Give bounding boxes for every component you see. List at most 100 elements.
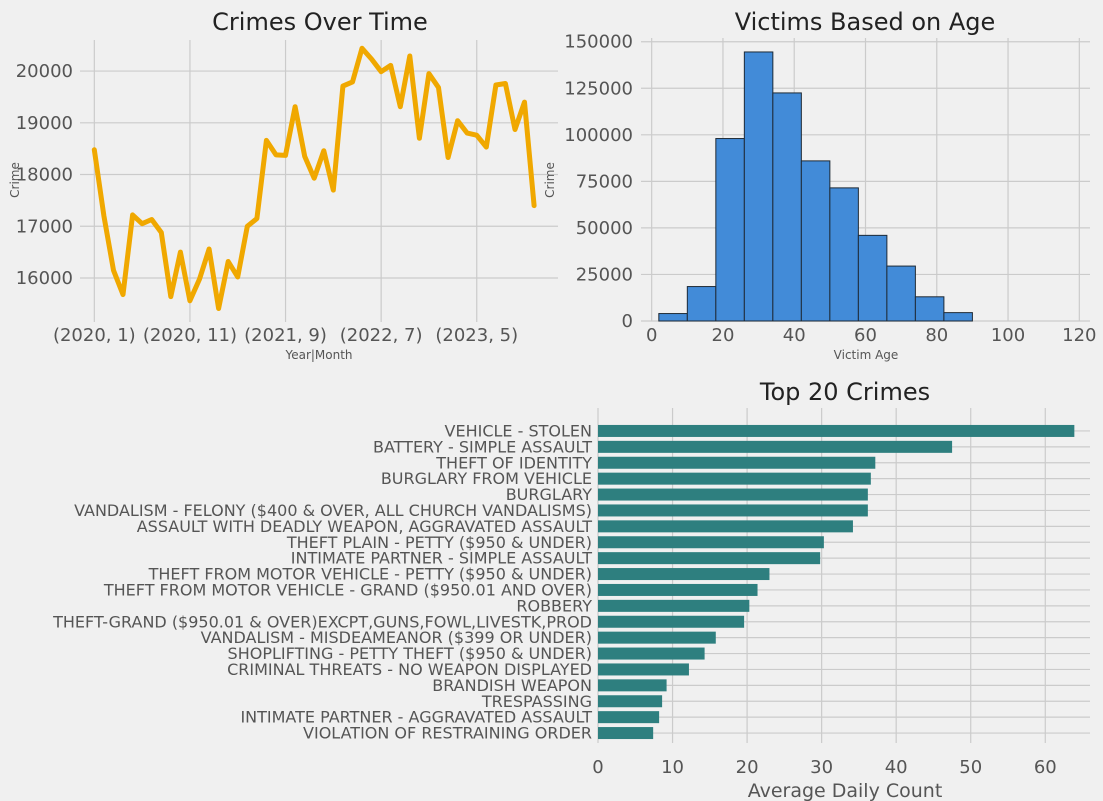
hbar-chart-x-tick: 40	[885, 757, 908, 778]
line-chart-y-tick: 16000	[16, 268, 73, 289]
histogram-x-tick: 60	[854, 325, 877, 346]
histogram-bar	[772, 92, 802, 322]
hbar-chart-bar	[598, 727, 654, 740]
histogram-x-ticks: 0 20 40 60 80 100 120	[646, 325, 1097, 346]
hbar-chart-bar	[598, 552, 821, 565]
line-chart-y-tick: 18000	[16, 165, 73, 186]
histogram-x-tick: 0	[646, 325, 657, 346]
line-chart-x-tick: (2022, 7)	[340, 325, 423, 346]
hbar-chart-x-ticks: 0 10 20 30 40 50 60	[592, 757, 1056, 778]
histogram-x-tick: 100	[991, 325, 1025, 346]
hbar-chart-bar	[598, 504, 868, 517]
histogram-y-label: Crime	[543, 162, 557, 198]
line-chart-grid	[80, 40, 558, 322]
hbar-chart-x-tick: 0	[592, 757, 603, 778]
hbar-chart-category-label: BURGLARY	[506, 485, 593, 504]
histogram-bar	[857, 234, 888, 322]
hbar-chart-bar	[598, 695, 663, 708]
histogram-title: Victims Based on Age	[735, 8, 996, 36]
histogram-bars	[658, 51, 973, 322]
hbar-chart-category-label: THEFT FROM MOTOR VEHICLE - PETTY ($950 &…	[148, 565, 592, 584]
histogram-y-ticks: 0 25000 50000 75000 100000 125000 150000	[564, 32, 633, 332]
histogram-bar	[743, 51, 774, 322]
hbar-chart-category-label: TRESPASSING	[481, 692, 592, 711]
line-chart-series	[91, 45, 537, 311]
histogram-y-tick: 25000	[576, 264, 633, 285]
hbar-chart-x-tick: 30	[810, 757, 833, 778]
histogram-bar	[658, 313, 688, 322]
hbar-chart-category-label: THEFT PLAIN - PETTY ($950 & UNDER)	[286, 533, 592, 552]
hbar-chart-bar	[598, 488, 868, 501]
histogram-x-tick: 120	[1062, 325, 1096, 346]
line-chart-x-tick: (2020, 11)	[143, 325, 237, 346]
hbar-chart-category-label: BRANDISH WEAPON	[432, 676, 592, 695]
hbar-chart-category-label: CRIMINAL THREATS - NO WEAPON DISPLAYED	[227, 660, 592, 679]
hbar-chart-bar	[598, 599, 750, 612]
hbar-chart-x-tick: 60	[1034, 757, 1057, 778]
hbar-chart-category-label: VANDALISM - MISDEAMEANOR ($399 OR UNDER)	[201, 628, 592, 647]
hbar-chart-category-label: BATTERY - SIMPLE ASSAULT	[373, 437, 592, 456]
histogram-x-tick: 40	[783, 325, 806, 346]
histogram-bar	[715, 138, 745, 322]
hbar-chart-bar	[598, 456, 876, 469]
histogram-bar	[943, 312, 973, 322]
hbar-chart-panel: Top 20 Crimes 0 10 20 30 40 50 60 VEHICLE - ST…	[52, 378, 1090, 801]
hbar-chart-category-label: BURGLARY FROM VEHICLE	[381, 469, 592, 488]
histogram-y-tick: 125000	[564, 78, 633, 99]
hbar-chart-x-tick: 50	[959, 757, 982, 778]
histogram-y-tick: 150000	[564, 32, 633, 53]
histogram-bar	[686, 286, 717, 322]
hbar-chart-bar	[598, 711, 660, 724]
hbar-chart-bar	[598, 440, 953, 453]
hbar-chart-category-label: THEFT FROM MOTOR VEHICLE - GRAND ($950.0…	[103, 580, 592, 599]
hbar-chart-x-tick: 10	[661, 757, 684, 778]
hbar-chart-title: Top 20 Crimes	[759, 378, 930, 406]
line-chart-y-tick: 17000	[16, 216, 73, 237]
line-chart-x-tick: (2023, 5)	[435, 325, 518, 346]
hbar-chart-bar	[598, 583, 758, 596]
histogram-x-tick: 80	[925, 325, 948, 346]
hbar-chart-bar	[598, 520, 853, 533]
hbar-chart-category-label: SHOPLIFTING - PETTY THEFT ($950 & UNDER)	[228, 644, 592, 663]
hbar-chart-category-label: THEFT OF IDENTITY	[435, 453, 592, 472]
histogram-bar	[914, 296, 945, 322]
line-chart-y-tick: 20000	[16, 61, 73, 82]
hbar-chart-category-label: ROBBERY	[516, 596, 592, 615]
hbar-chart-category-label: VANDALISM - FELONY ($400 & OVER, ALL CHU…	[74, 501, 592, 520]
hbar-chart-category-label: VEHICLE - STOLEN	[445, 421, 592, 440]
hbar-chart-bar	[598, 615, 745, 628]
histogram-bar	[829, 187, 859, 322]
histogram-y-tick: 50000	[576, 218, 633, 239]
line-chart-y-ticks: 16000 17000 18000 19000 20000	[16, 61, 73, 289]
histogram-bar	[886, 265, 916, 322]
hbar-chart-x-label: Average Daily Count	[748, 780, 943, 801]
hbar-chart-bar	[598, 472, 871, 485]
hbar-chart-category-label: INTIMATE PARTNER - SIMPLE ASSAULT	[291, 549, 592, 568]
histogram-x-tick: 20	[712, 325, 735, 346]
hbar-chart-bar	[598, 679, 667, 692]
hbar-chart-x-tick: 20	[736, 757, 759, 778]
hbar-chart-bar	[598, 631, 716, 644]
hbar-chart-category-label: THEFT-GRAND ($950.01 & OVER)EXCPT,GUNS,F…	[52, 612, 592, 631]
line-chart-y-tick: 19000	[16, 113, 73, 134]
hbar-chart-bars	[598, 424, 1075, 740]
hbar-chart-category-label: VIOLATION OF RESTRAINING ORDER	[303, 724, 592, 743]
histogram-y-tick: 75000	[576, 171, 633, 192]
hbar-chart-category-label: ASSAULT WITH DEADLY WEAPON, AGGRAVATED A…	[137, 517, 593, 536]
line-chart-x-ticks: (2020, 1) (2020, 11) (2021, 9) (2022, 7) (20…	[53, 325, 518, 346]
hbar-chart-bar	[598, 568, 770, 581]
histogram-y-tick: 100000	[564, 125, 633, 146]
line-chart-title: Crimes Over Time	[212, 8, 428, 36]
line-chart-x-tick: (2020, 1)	[53, 325, 136, 346]
hbar-chart-bar	[598, 424, 1075, 437]
hbar-chart-bar	[598, 663, 689, 676]
line-chart-y-label: Crime	[8, 162, 22, 198]
histogram-panel: Victims Based on Age 0 25000 50000 75000 100…	[543, 8, 1096, 362]
hbar-chart-category-label: INTIMATE PARTNER - AGGRAVATED ASSAULT	[240, 708, 592, 727]
line-chart-panel: Crimes Over Time 16000 17000 18000 19000 200…	[8, 8, 558, 362]
hbar-chart-bar	[598, 647, 705, 660]
histogram-x-label: Victim Age	[834, 348, 899, 362]
line-chart-x-tick: (2021, 9)	[244, 325, 327, 346]
